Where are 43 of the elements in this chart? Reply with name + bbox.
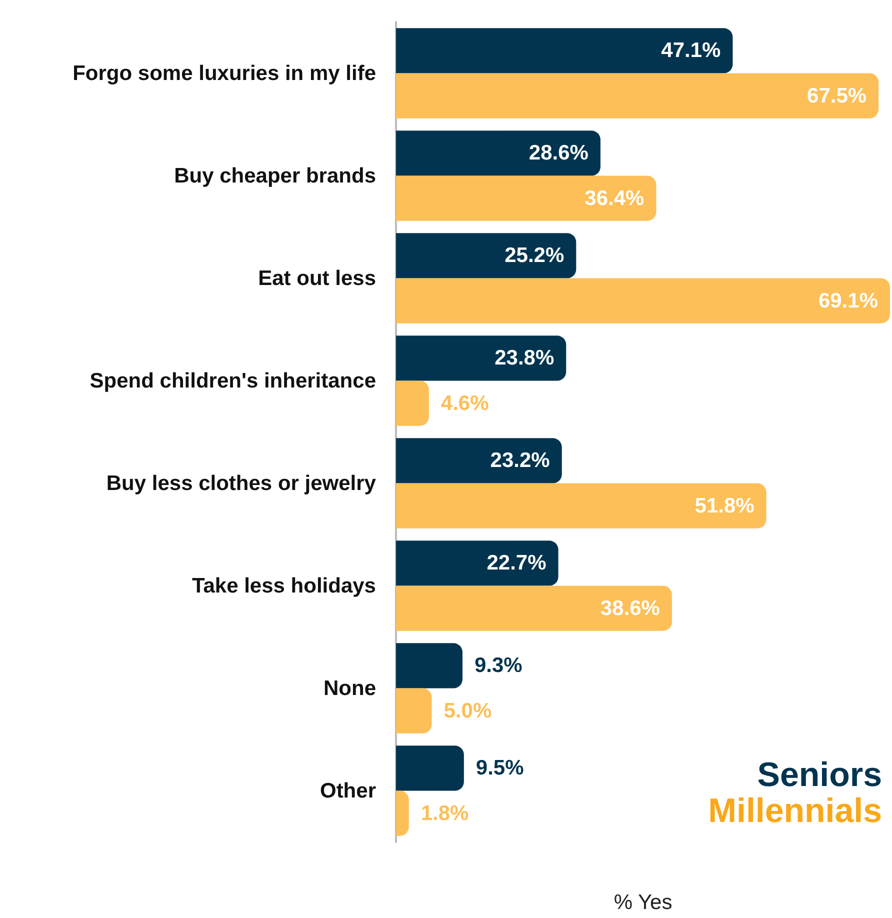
bar xyxy=(396,130,600,176)
bar xyxy=(396,790,409,836)
bar xyxy=(396,73,879,118)
data-label: 9.3% xyxy=(474,654,523,678)
text: Millennials xyxy=(708,792,882,830)
bar xyxy=(396,540,558,586)
y-tick-label: Buy cheaper brands xyxy=(174,164,376,188)
y-tick-label: Other xyxy=(320,779,376,802)
data-label: 38.6% xyxy=(600,596,660,620)
y-tick-label: Forgo some luxuries in my life xyxy=(72,62,376,85)
y-tick-label: Spend children's inheritance xyxy=(90,369,376,392)
x-axis-title: % Yes xyxy=(614,891,672,914)
data-label: 1.8% xyxy=(420,802,470,825)
bar xyxy=(396,586,672,631)
bar xyxy=(396,438,562,484)
bar xyxy=(396,176,656,221)
bar xyxy=(396,278,890,324)
data-label: 51.8% xyxy=(694,494,755,518)
y-tick-label: Eat out less xyxy=(258,266,376,290)
bar xyxy=(396,233,576,278)
data-label: 36.4% xyxy=(584,186,645,210)
text: Seniors xyxy=(757,756,882,794)
data-label: 23.2% xyxy=(490,449,550,472)
y-tick-label: None xyxy=(324,676,376,700)
data-label: 69.1% xyxy=(818,289,878,312)
data-label: 47.1% xyxy=(661,39,722,62)
bar xyxy=(396,688,432,734)
y-tick-label: Buy less clothes or jewelry xyxy=(106,472,376,495)
bar xyxy=(396,28,733,74)
data-label: 5.0% xyxy=(444,699,492,722)
y-tick-label: Take less holidays xyxy=(192,574,376,598)
bar xyxy=(396,336,566,381)
data-label: 67.5% xyxy=(807,84,867,108)
data-label: 28.6% xyxy=(528,142,589,165)
data-label: 22.7% xyxy=(486,552,547,575)
bar xyxy=(396,746,464,791)
data-label: 4.6% xyxy=(440,392,490,415)
bar xyxy=(396,643,462,688)
data-label: 23.8% xyxy=(494,346,554,370)
data-label: 25.2% xyxy=(504,244,564,268)
bar xyxy=(396,483,766,528)
bar xyxy=(396,380,429,426)
data-label: 9.5% xyxy=(476,756,524,780)
